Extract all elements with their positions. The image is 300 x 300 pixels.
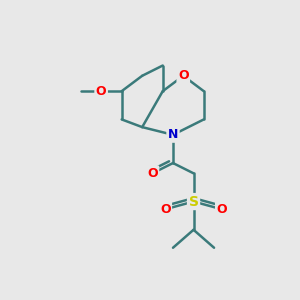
Text: O: O bbox=[96, 85, 106, 98]
Text: O: O bbox=[178, 69, 189, 82]
Text: O: O bbox=[147, 167, 158, 180]
Text: S: S bbox=[188, 195, 199, 208]
Text: N: N bbox=[168, 128, 178, 141]
Text: O: O bbox=[160, 203, 171, 216]
Text: O: O bbox=[217, 203, 227, 216]
